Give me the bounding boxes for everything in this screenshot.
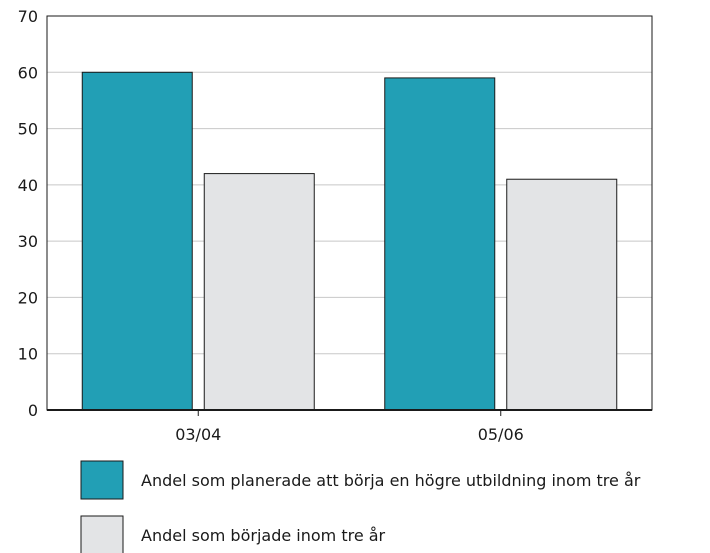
bar-planned-05-06 bbox=[384, 77, 496, 411]
y-tick-label: 50 bbox=[18, 120, 38, 139]
y-tick-label: 30 bbox=[18, 232, 38, 251]
legend-swatch-started bbox=[80, 515, 124, 553]
bar-started-05-06 bbox=[506, 178, 618, 411]
legend: Andel som planerade att börja en högre u… bbox=[80, 460, 641, 553]
y-tick-label: 60 bbox=[18, 63, 38, 82]
legend-label-started: Andel som började inom tre år bbox=[141, 526, 386, 545]
y-axis-ticks: 0 10 20 30 40 50 60 70 bbox=[18, 7, 38, 420]
y-tick-label: 70 bbox=[18, 7, 38, 26]
legend-label-planned: Andel som planerade att börja en högre u… bbox=[141, 471, 641, 490]
y-tick-label: 0 bbox=[28, 401, 38, 420]
x-tick-label: 03/04 bbox=[175, 425, 221, 444]
x-axis-ticks: 03/04 05/06 bbox=[175, 410, 524, 444]
legend-swatch-planned bbox=[80, 460, 124, 500]
x-tick-label: 05/06 bbox=[478, 425, 524, 444]
bars bbox=[81, 71, 618, 411]
bar-planned-03-04 bbox=[81, 71, 193, 411]
bar-started-03-04 bbox=[203, 173, 315, 411]
y-tick-label: 10 bbox=[18, 345, 38, 364]
y-tick-label: 20 bbox=[18, 288, 38, 307]
y-tick-label: 40 bbox=[18, 176, 38, 195]
